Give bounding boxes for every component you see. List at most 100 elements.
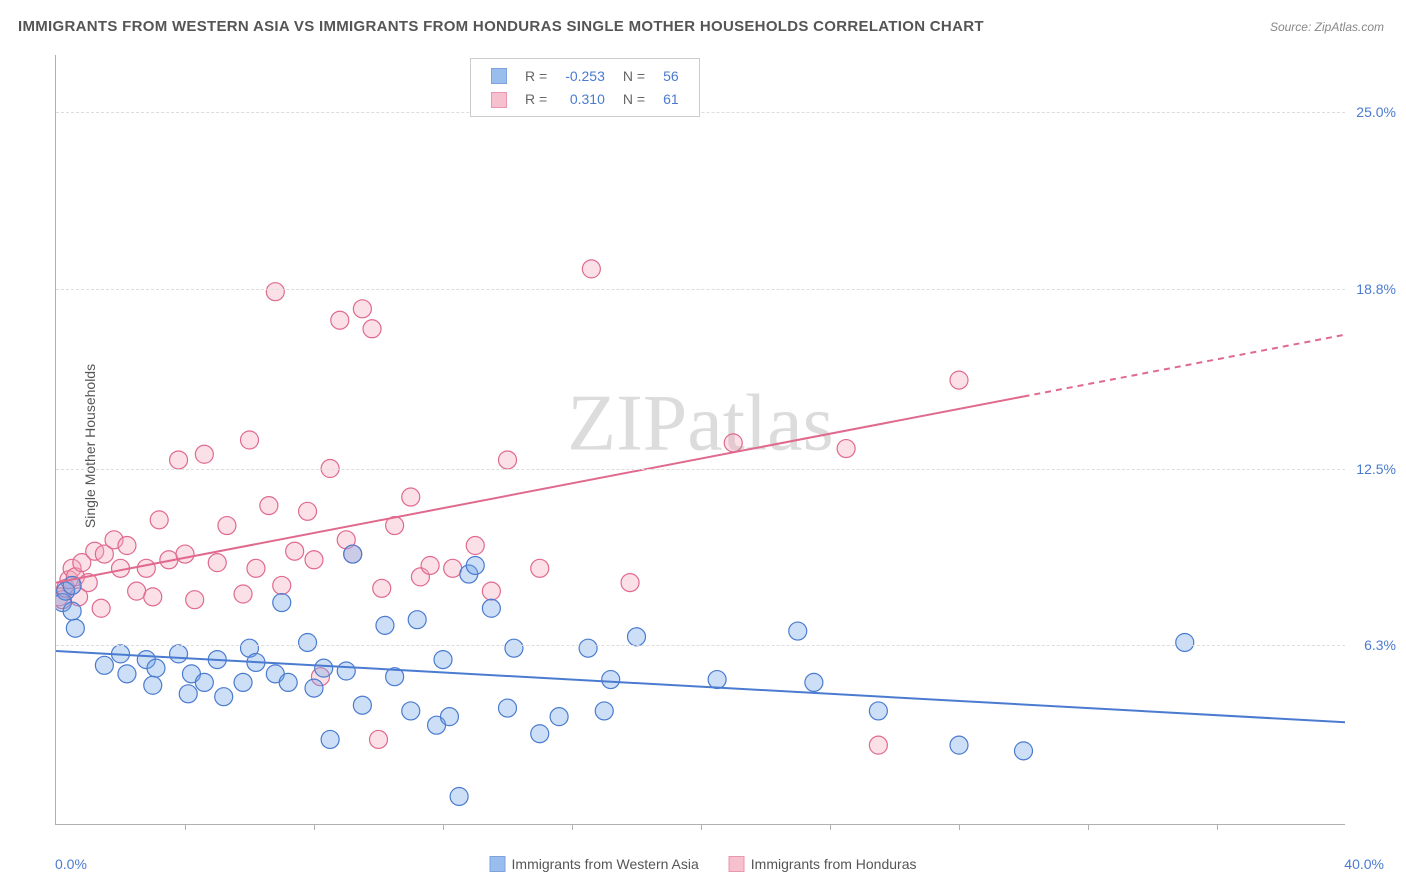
scatter-point	[331, 311, 349, 329]
scatter-point	[482, 582, 500, 600]
scatter-point	[582, 260, 600, 278]
scatter-point	[408, 611, 426, 629]
n-value-western-asia: 56	[655, 65, 687, 86]
stats-row-western-asia: R = -0.253 N = 56	[483, 65, 687, 86]
scatter-point	[531, 559, 549, 577]
scatter-point	[218, 517, 236, 535]
scatter-point	[869, 702, 887, 720]
scatter-point	[266, 283, 284, 301]
scatter-point	[724, 434, 742, 452]
scatter-point	[195, 445, 213, 463]
r-value-honduras: 0.310	[557, 88, 613, 109]
legend: Immigrants from Western Asia Immigrants …	[490, 856, 917, 872]
y-tick-label: 25.0%	[1356, 104, 1396, 120]
n-value-honduras: 61	[655, 88, 687, 109]
trend-line	[56, 397, 1024, 583]
scatter-point	[144, 676, 162, 694]
n-label: N =	[615, 65, 653, 86]
scatter-point	[421, 556, 439, 574]
scatter-point	[602, 671, 620, 689]
scatter-point	[315, 659, 333, 677]
scatter-point	[373, 579, 391, 597]
x-axis-max-label: 40.0%	[1344, 856, 1384, 872]
scatter-point	[370, 730, 388, 748]
scatter-point	[118, 537, 136, 555]
scatter-point	[444, 559, 462, 577]
source-attribution: Source: ZipAtlas.com	[1270, 20, 1384, 34]
swatch-western-asia	[490, 856, 506, 872]
scatter-point	[708, 671, 726, 689]
scatter-point	[499, 451, 517, 469]
scatter-point	[402, 488, 420, 506]
scatter-point	[950, 371, 968, 389]
scatter-point	[499, 699, 517, 717]
scatter-point	[150, 511, 168, 529]
plot-area: ZIPatlas	[55, 55, 1345, 825]
legend-label-honduras: Immigrants from Honduras	[751, 856, 917, 872]
scatter-point	[789, 622, 807, 640]
scatter-point	[440, 708, 458, 726]
x-axis-min-label: 0.0%	[55, 856, 87, 872]
swatch-western-asia	[491, 68, 507, 84]
y-tick-label: 12.5%	[1356, 461, 1396, 477]
r-label: R =	[517, 88, 555, 109]
scatter-point	[321, 730, 339, 748]
scatter-point	[273, 594, 291, 612]
trend-line-dashed	[1024, 334, 1346, 396]
scatter-point	[550, 708, 568, 726]
scatter-point	[179, 685, 197, 703]
scatter-point	[186, 591, 204, 609]
swatch-honduras	[729, 856, 745, 872]
correlation-stats-box: R = -0.253 N = 56 R = 0.310 N = 61	[470, 58, 700, 117]
chart-svg	[56, 55, 1345, 824]
scatter-point	[628, 628, 646, 646]
n-label: N =	[615, 88, 653, 109]
scatter-point	[170, 451, 188, 469]
scatter-point	[434, 651, 452, 669]
scatter-point	[305, 551, 323, 569]
scatter-point	[176, 545, 194, 563]
scatter-point	[95, 656, 113, 674]
scatter-point	[344, 545, 362, 563]
scatter-point	[63, 602, 81, 620]
scatter-point	[195, 673, 213, 691]
stats-row-honduras: R = 0.310 N = 61	[483, 88, 687, 109]
scatter-point	[66, 619, 84, 637]
scatter-point	[579, 639, 597, 657]
scatter-point	[363, 320, 381, 338]
scatter-point	[337, 662, 355, 680]
scatter-point	[241, 431, 259, 449]
scatter-point	[170, 645, 188, 663]
scatter-point	[118, 665, 136, 683]
scatter-point	[482, 599, 500, 617]
scatter-point	[305, 679, 323, 697]
scatter-point	[402, 702, 420, 720]
scatter-point	[505, 639, 523, 657]
scatter-point	[595, 702, 613, 720]
scatter-point	[353, 300, 371, 318]
scatter-point	[92, 599, 110, 617]
scatter-point	[466, 556, 484, 574]
scatter-point	[376, 616, 394, 634]
scatter-point	[1176, 633, 1194, 651]
scatter-point	[279, 673, 297, 691]
scatter-point	[234, 673, 252, 691]
scatter-point	[215, 688, 233, 706]
scatter-point	[147, 659, 165, 677]
legend-label-western-asia: Immigrants from Western Asia	[512, 856, 699, 872]
legend-item-western-asia: Immigrants from Western Asia	[490, 856, 699, 872]
r-value-western-asia: -0.253	[557, 65, 613, 86]
y-tick-label: 18.8%	[1356, 281, 1396, 297]
r-label: R =	[517, 65, 555, 86]
scatter-point	[869, 736, 887, 754]
scatter-point	[273, 576, 291, 594]
scatter-point	[353, 696, 371, 714]
scatter-point	[128, 582, 146, 600]
legend-item-honduras: Immigrants from Honduras	[729, 856, 917, 872]
y-tick-label: 6.3%	[1364, 637, 1396, 653]
scatter-point	[805, 673, 823, 691]
scatter-point	[450, 787, 468, 805]
chart-title: IMMIGRANTS FROM WESTERN ASIA VS IMMIGRAN…	[18, 18, 984, 35]
scatter-point	[837, 440, 855, 458]
scatter-point	[1015, 742, 1033, 760]
